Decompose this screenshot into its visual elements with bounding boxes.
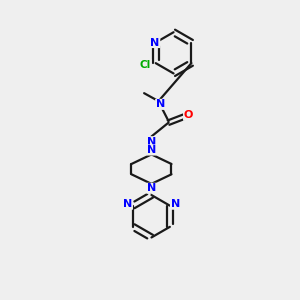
Text: N: N bbox=[156, 99, 165, 110]
Text: N: N bbox=[147, 137, 156, 147]
Text: N: N bbox=[147, 145, 156, 155]
Text: N: N bbox=[151, 38, 160, 47]
Text: O: O bbox=[184, 110, 193, 120]
Text: Cl: Cl bbox=[140, 60, 151, 70]
Text: N: N bbox=[170, 199, 180, 209]
Text: N: N bbox=[123, 199, 132, 209]
Text: N: N bbox=[147, 183, 156, 193]
